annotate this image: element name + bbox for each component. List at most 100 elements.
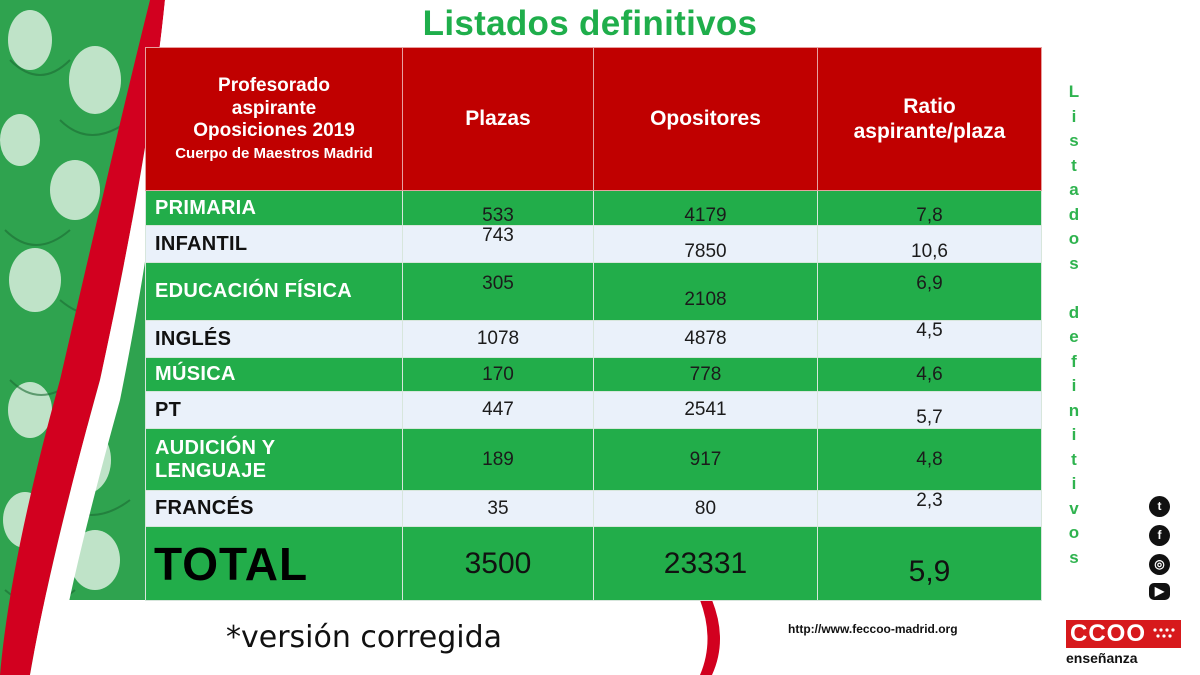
row-plazas: 305 xyxy=(402,262,594,321)
website-url[interactable]: http://www.feccoo-madrid.org xyxy=(788,622,958,636)
vertical-letter: s xyxy=(1069,253,1079,273)
instagram-icon[interactable]: ◎ xyxy=(1149,554,1170,575)
vertical-letter: i xyxy=(1071,425,1077,444)
row-name-line1: AUDICIÓN Y xyxy=(155,436,276,459)
header-category-line1: Profesorado xyxy=(218,74,330,96)
row-opositores: 7850 xyxy=(593,225,818,263)
row-plazas: 189 xyxy=(402,428,594,491)
header-category-subtitle: Cuerpo de Maestros Madrid xyxy=(175,145,373,163)
youtube-icon[interactable]: ▶ xyxy=(1149,583,1170,600)
value: 6,9 xyxy=(916,272,943,294)
total-ratio: 5,9 xyxy=(817,526,1042,601)
value: 5,7 xyxy=(916,407,943,428)
table-row: INGLÉS 1078 4878 4,5 xyxy=(145,320,1042,358)
vertical-letter: d xyxy=(1068,302,1080,322)
header-plazas: Plazas xyxy=(402,47,594,191)
value: 4179 xyxy=(684,205,727,226)
total-plazas: 3500 xyxy=(402,526,594,601)
logo-brand: CCOO xyxy=(1066,620,1181,648)
value: 1078 xyxy=(476,328,520,349)
left-decorative-band xyxy=(0,0,165,675)
vertical-letter: o xyxy=(1068,229,1080,248)
value: 2541 xyxy=(684,399,727,420)
row-name: PT xyxy=(145,391,403,429)
value: 447 xyxy=(482,399,514,420)
total-row: TOTAL 3500 23331 5,9 xyxy=(145,526,1042,601)
vertical-letter: t xyxy=(1071,155,1077,175)
value: 4,8 xyxy=(916,448,943,470)
row-opositores: 778 xyxy=(593,357,818,392)
value: 2108 xyxy=(684,288,727,310)
value: 4,6 xyxy=(916,363,943,385)
header-category-line3: Oposiciones 2019 xyxy=(193,120,355,142)
row-plazas: 170 xyxy=(402,357,594,392)
row-name: EDUCACIÓN FÍSICA xyxy=(145,262,403,321)
row-name: PRIMARIA xyxy=(145,190,403,226)
results-table: Profesorado aspirante Oposiciones 2019 C… xyxy=(145,47,1042,601)
value: 533 xyxy=(482,205,514,226)
table-row: MÚSICA 170 778 4,6 xyxy=(145,357,1042,392)
vertical-letter: a xyxy=(1069,180,1079,199)
row-name: AUDICIÓN Y LENGUAJE xyxy=(145,428,403,491)
header-category: Profesorado aspirante Oposiciones 2019 C… xyxy=(145,47,403,191)
twitter-icon[interactable]: t xyxy=(1149,496,1170,517)
row-ratio: 4,5 xyxy=(817,320,1042,358)
row-opositores: 4878 xyxy=(593,320,818,358)
value: 35 xyxy=(487,497,509,519)
row-ratio: 10,6 xyxy=(817,225,1042,263)
page-title: Listados definitivos xyxy=(422,4,758,43)
table-header-row: Profesorado aspirante Oposiciones 2019 C… xyxy=(145,47,1042,191)
row-name-line2: LENGUAJE xyxy=(155,459,267,482)
value: 7850 xyxy=(684,241,727,262)
header-category-line2: aspirante xyxy=(231,97,317,119)
value: 170 xyxy=(482,363,514,385)
facebook-icon[interactable]: f xyxy=(1149,525,1170,546)
row-name: FRANCÉS xyxy=(145,490,403,527)
header-ratio: Ratio aspirante/plaza xyxy=(817,47,1042,191)
vertical-letter: s xyxy=(1069,547,1079,567)
value: 10,6 xyxy=(911,241,948,262)
row-opositores: 4179 xyxy=(593,190,818,226)
header-ratio-line2: aspirante/plaza xyxy=(853,120,1006,143)
table-row: AUDICIÓN Y LENGUAJE 189 917 4,8 xyxy=(145,428,1042,491)
vertical-letter: o xyxy=(1068,523,1080,542)
row-name: INFANTIL xyxy=(145,225,403,263)
value: 305 xyxy=(482,272,514,294)
vertical-letter: t xyxy=(1071,449,1077,469)
row-opositores: 917 xyxy=(593,428,818,491)
social-icons: t f ◎ ▶ xyxy=(1149,496,1173,608)
row-opositores: 2541 xyxy=(593,391,818,429)
logo-brand-text: CCOO xyxy=(1070,620,1146,647)
table-row: PRIMARIA 533 4179 7,8 xyxy=(145,190,1042,226)
vertical-letter: i xyxy=(1071,106,1077,126)
vertical-letter: d xyxy=(1068,204,1080,224)
correction-note: *versión corregida xyxy=(226,620,503,655)
vertical-letter: e xyxy=(1069,327,1079,346)
ccoo-logo: CCOO enseñanza xyxy=(1066,620,1181,670)
table-row: FRANCÉS 35 80 2,3 xyxy=(145,490,1042,527)
header-opositores: Opositores xyxy=(593,47,818,191)
row-ratio: 4,6 xyxy=(817,357,1042,392)
row-plazas: 35 xyxy=(402,490,594,527)
value: 917 xyxy=(689,448,722,470)
value: 4878 xyxy=(684,328,727,349)
row-plazas: 447 xyxy=(402,391,594,429)
table-row: PT 447 2541 5,7 xyxy=(145,391,1042,429)
row-opositores: 80 xyxy=(593,490,818,527)
value: 189 xyxy=(482,448,514,470)
row-name: INGLÉS xyxy=(145,320,403,358)
stars-icon xyxy=(1153,628,1175,638)
vertical-letter: v xyxy=(1069,498,1079,518)
value: 80 xyxy=(694,497,717,519)
vertical-letter: L xyxy=(1068,82,1080,101)
header-ratio-line1: Ratio xyxy=(903,94,956,118)
vertical-letter: n xyxy=(1068,400,1080,420)
value: 4,5 xyxy=(916,320,943,341)
value: 778 xyxy=(689,363,722,385)
row-plazas: 533 xyxy=(402,190,594,226)
row-ratio: 2,3 xyxy=(817,490,1042,527)
row-name: MÚSICA xyxy=(145,357,403,392)
row-ratio: 4,8 xyxy=(817,428,1042,491)
table-row: EDUCACIÓN FÍSICA 305 2108 6,9 xyxy=(145,262,1042,321)
